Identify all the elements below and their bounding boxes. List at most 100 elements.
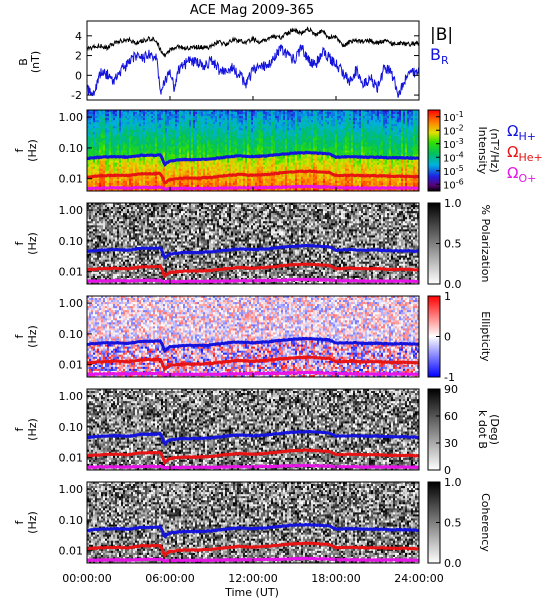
colorbar-tick-label: 0.5: [444, 238, 462, 251]
colorbar-tick-label: 1: [444, 290, 451, 303]
mag-ytick-label: 0: [75, 69, 82, 82]
colorbar-tick-label: 1.0: [444, 197, 462, 210]
ellipticity-spectrogram: [87, 296, 419, 377]
mag-ytick-label: 4: [75, 30, 82, 43]
freq-ytick-label: 0.10: [59, 421, 84, 434]
coherency-gyroline-Hplus: [87, 522, 419, 539]
freq-ytick-label: 0.01: [59, 359, 84, 372]
freq-ytick-label: 0.10: [59, 328, 84, 341]
coherency-spectrogram: [87, 482, 419, 563]
k_dot_b-colorbar-unit: (Deg): [488, 414, 501, 445]
freq-ylabel-bottom: (Hz): [26, 139, 39, 162]
chart-title: ACE Mag 2009-365: [190, 3, 314, 18]
freq-ylabel-top: f: [13, 240, 26, 245]
colorbar-tick-label: 0.5: [444, 517, 462, 530]
colorbar-tick-label: -1: [444, 371, 455, 384]
intensity-colorbar-label: Intensity: [476, 127, 489, 175]
legend-h-plus: ΩH+: [507, 122, 536, 143]
intensity-spectrogram: [87, 110, 419, 191]
x-tick-label: 00:00:00: [62, 572, 111, 585]
coherency-colorbar-label: Coherency: [479, 493, 492, 552]
legend-he-plus: ΩHe+: [507, 143, 543, 164]
freq-ylabel-bottom: (Hz): [26, 511, 39, 534]
freq-ylabel-top: f: [13, 426, 26, 431]
polarization-colorbar-ticks: 1.0 0.5 0.0: [436, 197, 462, 291]
polarization-spectrogram: [87, 203, 419, 284]
x-tick-label: 06:00:00: [145, 572, 194, 585]
x-axis-label: Time (UT): [224, 586, 279, 599]
freq-ytick-label: 0.01: [59, 266, 84, 279]
colorbar-tick-label: 0.0: [444, 557, 462, 570]
polarization-gyroline-Hplus: [87, 243, 419, 260]
freq-ylabel-top: f: [13, 147, 26, 152]
freq-ytick-label: 0.01: [59, 452, 84, 465]
mag-ytick-label: -2: [71, 89, 82, 102]
mag-ylabel-top: B: [17, 58, 30, 66]
colorbar-tick-label: 10-1: [443, 110, 464, 124]
colorbar-tick-label: 10-6: [443, 177, 464, 191]
ellipticity-colorbar-ticks: 1 0 -1: [436, 290, 455, 384]
panel-coherency: 1.00 0.10 0.01 f (Hz) 1.0 0.5 0.0 Coherency: [13, 476, 492, 570]
polarization-gyroline-Heplus: [87, 262, 419, 279]
k_dot_b-colorbar: [427, 388, 441, 471]
ellipticity-gyroline-Heplus: [87, 355, 419, 372]
legend-o-plus-label: Ω: [507, 164, 518, 182]
panel-ellipticity: 1.00 0.10 0.01 f (Hz) 1 0 -1 Ellipticity: [13, 290, 492, 384]
panel-polarization: 1.00 0.10 0.01 f (Hz) 1.0 0.5 0.0 % Polarization: [13, 197, 492, 291]
freq-ylabel-bottom: (Hz): [26, 232, 39, 255]
colorbar-tick-label: 0.0: [444, 278, 462, 291]
k_dot_b-colorbar-ticks: 90 60 30 0: [436, 383, 458, 477]
x-tick-label: 12:00:00: [228, 572, 277, 585]
legend-h-plus-subscript: H+: [518, 130, 536, 143]
freq-ylabel-top: f: [13, 519, 26, 524]
legend-he-plus-subscript: He+: [518, 151, 542, 164]
intensity-colorbar: [427, 109, 441, 192]
freq-ytick-label: 0.10: [59, 235, 84, 248]
panel-intensity: 1.00 0.10 0.01 f (Hz) 10-110-210-310-410-510-…: [13, 109, 501, 192]
freq-ylabel-top: f: [13, 333, 26, 338]
legend-o-plus-subscript: O+: [518, 172, 536, 185]
x-tick-label: 24:00:00: [394, 572, 443, 585]
colorbar-tick-label: 10-2: [443, 123, 464, 137]
btotal-series-line: [87, 26, 419, 58]
x-axis: 00:00:00 06:00:00 12:00:00 18:00:00 24:00:00: [62, 96, 444, 585]
legend-br-subscript: R: [441, 54, 449, 67]
colorbar-tick-label: 1.0: [444, 476, 462, 489]
ellipticity-colorbar-label: Ellipticity: [479, 311, 492, 362]
coherency-colorbar-ticks: 1.0 0.5 0.0: [436, 476, 462, 570]
legend-o-plus: ΩO+: [507, 164, 536, 185]
freq-ytick-label: 1.00: [59, 483, 84, 496]
br-series-line: [87, 44, 419, 98]
k_dot_b-gyroline-Heplus: [87, 448, 419, 466]
mag-axes-frame: [86, 20, 420, 101]
intensity-colorbar-unit: (nT²/Hz): [488, 128, 501, 172]
k_dot_b-gyroline-Hplus: [87, 429, 419, 447]
intensity-gyroline-Hplus: [87, 150, 419, 168]
ellipticity-gyroline-Hplus: [87, 336, 419, 354]
freq-ytick-label: 0.10: [59, 142, 84, 155]
colorbar-tick-label: 0: [444, 331, 451, 344]
k_dot_b-spectrogram: [87, 389, 419, 470]
freq-ytick-label: 0.01: [59, 173, 84, 186]
panel-k_dot_b: 1.00 0.10 0.01 f (Hz) 90 60 30 0 k dot B (Deg): [13, 383, 501, 477]
k_dot_b-colorbar-label: k dot B: [476, 410, 489, 449]
freq-ytick-label: 0.01: [59, 545, 84, 558]
gyrofrequency-legend: ΩH+ ΩHe+ ΩO+: [507, 122, 543, 185]
colorbar-tick-label: 10-3: [443, 137, 464, 151]
freq-ytick-label: 0.10: [59, 514, 84, 527]
legend-btotal: |B|: [430, 25, 453, 45]
colorbar-tick-label: 10-5: [443, 164, 464, 178]
coherency-gyroline-Heplus: [87, 541, 419, 559]
colorbar-tick-label: 30: [444, 437, 458, 450]
freq-ytick-label: 1.00: [59, 204, 84, 217]
mag-ytick-label: 2: [75, 50, 82, 63]
intensity-colorbar-ticks: 10-110-210-310-410-510-6: [436, 110, 464, 191]
legend-he-plus-label: Ω: [507, 143, 518, 161]
freq-ylabel-bottom: (Hz): [26, 325, 39, 348]
freq-ytick-label: 1.00: [59, 390, 84, 403]
colorbar-tick-label: 60: [444, 410, 458, 423]
colorbar-tick-label: 90: [444, 383, 458, 396]
intensity-gyroline-Heplus: [87, 169, 419, 185]
